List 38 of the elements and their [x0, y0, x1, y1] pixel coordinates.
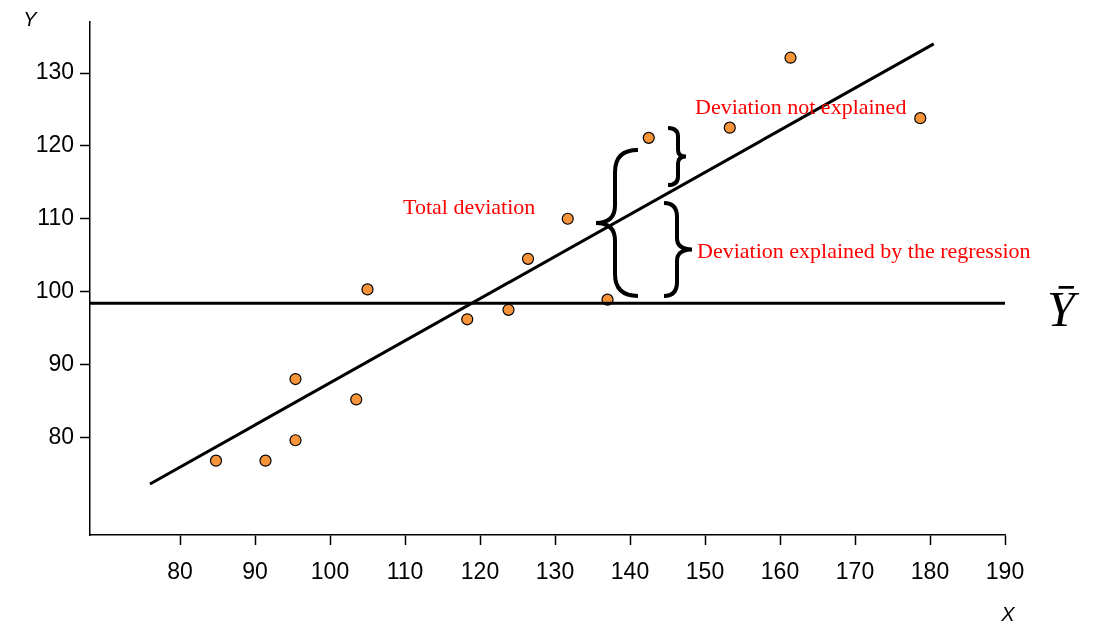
- y-axis-title: Y: [23, 7, 39, 30]
- x-tick-label: 190: [985, 558, 1025, 585]
- point: [723, 121, 736, 134]
- y-tick-label: 130: [35, 58, 74, 85]
- x-tick-label: 130: [535, 558, 575, 585]
- y-tick-label: 120: [35, 131, 74, 158]
- point: [914, 112, 927, 125]
- point: [642, 131, 655, 144]
- annotation: Total deviation: [403, 194, 536, 219]
- x-tick-label: 140: [610, 558, 650, 585]
- y-tick-label: 100: [35, 276, 74, 303]
- x-tick-label: 170: [835, 558, 875, 585]
- y-tick-label: 80: [48, 422, 74, 449]
- point: [561, 212, 574, 225]
- point: [521, 252, 535, 265]
- point: [361, 283, 374, 296]
- x-tick-label: 120: [460, 558, 500, 585]
- x-axis-title: X: [1000, 602, 1016, 625]
- y-tick-label: 90: [48, 349, 74, 376]
- point: [502, 303, 515, 316]
- annotation: Deviation explained by the regression: [697, 238, 1031, 263]
- point: [350, 393, 363, 406]
- point: [289, 434, 302, 447]
- annotation: Deviation not explained: [695, 94, 907, 119]
- point: [461, 313, 474, 326]
- x-tick-label: 80: [167, 558, 193, 585]
- y-tick-label: 110: [37, 204, 74, 231]
- x-tick-label: 110: [386, 558, 424, 585]
- x-tick-label: 150: [685, 558, 725, 585]
- x-tick-label: 100: [310, 558, 350, 585]
- point: [209, 454, 223, 467]
- x-tick-label: 90: [242, 558, 268, 585]
- point: [289, 372, 302, 386]
- x-tick-label: 180: [910, 558, 950, 585]
- point: [784, 51, 797, 64]
- x-tick-label: 160: [760, 558, 800, 585]
- point: [259, 454, 272, 467]
- ref-line-label: Ȳ: [1047, 281, 1080, 338]
